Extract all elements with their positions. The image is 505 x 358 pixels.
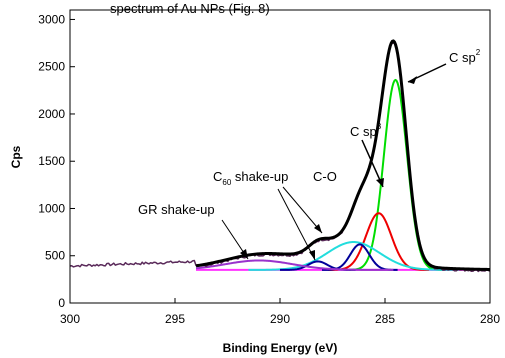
label-c-sp2-text: C sp xyxy=(449,50,476,65)
label-c-sp2-sup: 2 xyxy=(476,48,481,57)
label-c-o: C-O xyxy=(313,169,337,184)
series-raw-data xyxy=(69,42,491,273)
y-axis-ticks: 0 500 1000 1500 2000 2500 3000 xyxy=(38,12,75,310)
arrowhead-c-sp2 xyxy=(408,76,417,84)
y-tick-label: 3000 xyxy=(38,12,65,26)
arrowhead-c60-b xyxy=(309,250,315,260)
svg-text:C60 shake-up: C60 shake-up xyxy=(213,169,288,187)
arrowhead-c-sp3 xyxy=(376,178,384,187)
x-tick-label: 300 xyxy=(60,312,80,326)
x-tick-label: 280 xyxy=(480,312,500,326)
y-tick-label: 2000 xyxy=(38,107,65,121)
label-c60-shakeup: C60 shake-up xyxy=(213,169,323,261)
series-c-sp2 xyxy=(349,78,442,271)
plot-curves xyxy=(69,39,491,273)
arrowhead-gr xyxy=(240,249,248,259)
x-tick-label: 285 xyxy=(375,312,395,326)
svg-text:C sp3: C sp3 xyxy=(350,122,382,139)
label-c-sp2: C sp2 xyxy=(407,48,481,84)
y-tick-label: 2500 xyxy=(38,60,65,74)
y-axis-title: Cps xyxy=(9,145,23,168)
plot-frame xyxy=(69,9,491,304)
label-c-sp3-text: C sp xyxy=(350,124,377,139)
arrow-c60-a xyxy=(282,186,323,234)
arrow-c60-b xyxy=(277,188,316,261)
series-gr-shake-up xyxy=(195,259,394,271)
label-c60-sub: 60 xyxy=(222,178,231,187)
x-axis-ticks: 300 295 290 285 280 xyxy=(60,298,500,326)
series-envelope-fit xyxy=(195,39,491,271)
y-tick-label: 1000 xyxy=(38,201,65,215)
label-c-sp3-sup: 3 xyxy=(377,122,382,131)
label-gr-shakeup: GR shake-up xyxy=(138,202,249,260)
x-tick-label: 290 xyxy=(270,312,290,326)
y-tick-label: 500 xyxy=(45,249,65,263)
x-tick-label: 295 xyxy=(165,312,185,326)
label-c60-rest: shake-up xyxy=(231,169,288,184)
arrowhead-c60-a xyxy=(314,224,322,233)
y-tick-label: 0 xyxy=(58,296,65,310)
label-c-sp3: C sp3 xyxy=(350,122,384,188)
x-axis-title: Binding Energy (eV) xyxy=(223,341,338,355)
label-c-o-text: C-O xyxy=(313,169,337,184)
label-c60-c: C xyxy=(213,169,222,184)
caption-fragment: spectrum of Au NPs (Fig. 8) xyxy=(110,1,270,16)
svg-text:C sp2: C sp2 xyxy=(449,48,481,65)
y-tick-label: 1500 xyxy=(38,154,65,168)
label-gr-shakeup-text: GR shake-up xyxy=(138,202,215,217)
